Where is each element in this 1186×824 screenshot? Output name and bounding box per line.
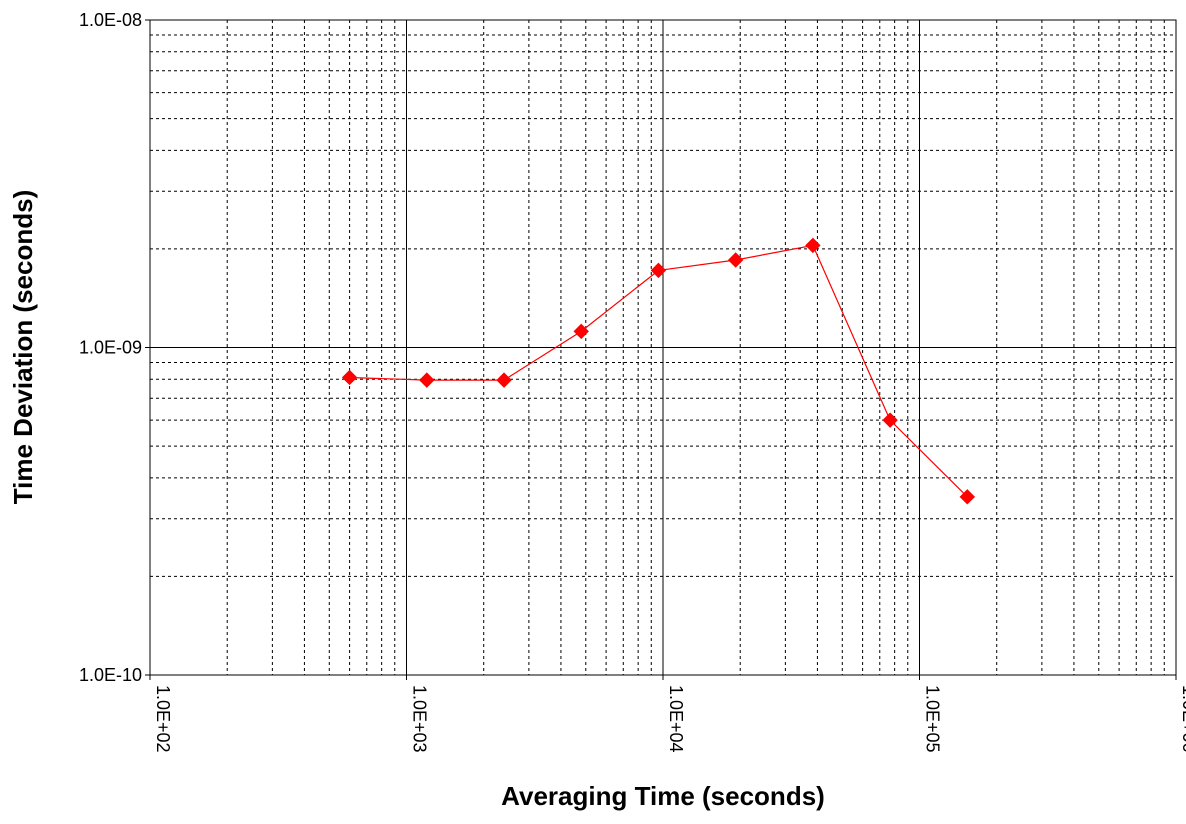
- x-tick-label: 1.0E+02: [153, 685, 173, 753]
- x-axis-ticks: 1.0E+02 1.0E+03 1.0E+04 1.0E+05 1.0E+06: [149, 675, 1186, 753]
- data-point: [496, 372, 512, 388]
- data-point: [341, 369, 358, 386]
- x-tick-label: 1.0E+05: [923, 685, 943, 753]
- x-tick-label: 1.0E+04: [666, 685, 686, 753]
- data-point: [727, 252, 744, 268]
- data-point: [805, 237, 821, 254]
- y-axis-title: Time Deviation (seconds): [8, 190, 38, 505]
- y-tick-label: 1.0E-08: [79, 10, 142, 30]
- data-point: [419, 372, 435, 388]
- y-tick-label: 1.0E-09: [79, 338, 142, 358]
- y-axis-ticks: 1.0E-10 1.0E-09 1.0E-08: [79, 10, 150, 685]
- x-tick-label: 1.0E+06: [1179, 685, 1186, 753]
- x-tick-label: 1.0E+03: [410, 685, 430, 753]
- grid: [150, 20, 1176, 675]
- data-point: [650, 262, 667, 279]
- y-tick-label: 1.0E-10: [79, 665, 142, 685]
- data-point: [959, 489, 976, 505]
- x-axis-title: Averaging Time (seconds): [501, 781, 825, 811]
- series: [341, 237, 976, 505]
- data-point: [573, 323, 589, 340]
- data-point: [882, 412, 898, 428]
